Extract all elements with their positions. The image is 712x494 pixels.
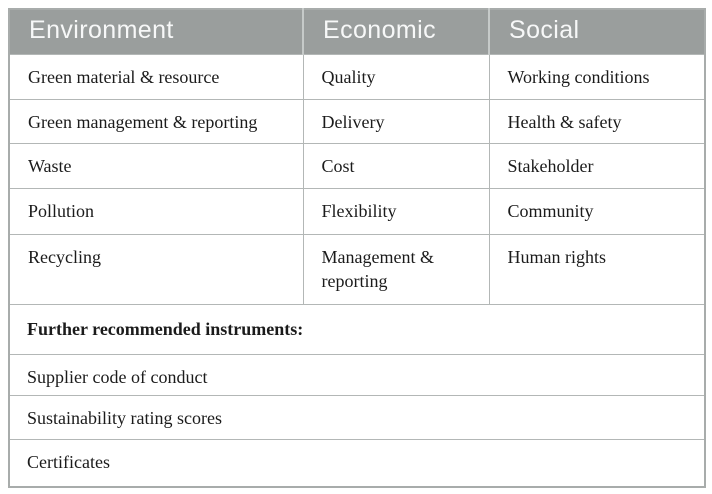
cell-economic-5: Management & reporting [302, 233, 490, 305]
footer-item-row: Supplier code of conduct [8, 353, 706, 396]
table-row: Green material & resource Quality Workin… [8, 53, 706, 100]
table-row: Green management & reporting Delivery He… [8, 98, 706, 144]
criteria-table-figure: Environment Economic Social Green materi… [8, 8, 706, 488]
column-header-social: Social [488, 9, 705, 55]
table-row: Recycling Management & reporting Human r… [8, 233, 706, 305]
criteria-table: Environment Economic Social Green materi… [8, 8, 706, 488]
cell-social-4: Community [488, 187, 706, 235]
cell-environment-4: Pollution [8, 187, 304, 235]
cell-economic-1: Quality [302, 53, 490, 100]
column-header-economic: Economic [302, 9, 489, 55]
cell-social-3: Stakeholder [488, 142, 706, 189]
cell-social-2: Health & safety [488, 98, 706, 144]
cell-environment-3: Waste [8, 142, 304, 189]
cell-economic-2: Delivery [302, 98, 490, 144]
column-header-environment: Environment [9, 9, 303, 55]
footer-item-row: Certificates [8, 438, 706, 488]
cell-environment-1: Green material & resource [8, 53, 304, 100]
footer-heading: Further recommended instruments: [8, 303, 706, 355]
cell-economic-3: Cost [302, 142, 490, 189]
cell-social-5: Human rights [488, 233, 706, 305]
footer-item-rating-scores: Sustainability rating scores [8, 394, 706, 440]
footer-item-certificates: Certificates [8, 438, 706, 488]
table-row: Pollution Flexibility Community [8, 187, 706, 235]
cell-social-1: Working conditions [488, 53, 706, 100]
footer-item-row: Sustainability rating scores [8, 394, 706, 440]
cell-environment-5: Recycling [8, 233, 304, 305]
footer-item-supplier-code: Supplier code of conduct [8, 353, 706, 396]
cell-environment-2: Green management & reporting [8, 98, 304, 144]
header-row: Environment Economic Social [9, 9, 705, 55]
table-row: Waste Cost Stakeholder [8, 142, 706, 189]
cell-economic-4: Flexibility [302, 187, 490, 235]
footer-heading-row: Further recommended instruments: [8, 303, 706, 355]
